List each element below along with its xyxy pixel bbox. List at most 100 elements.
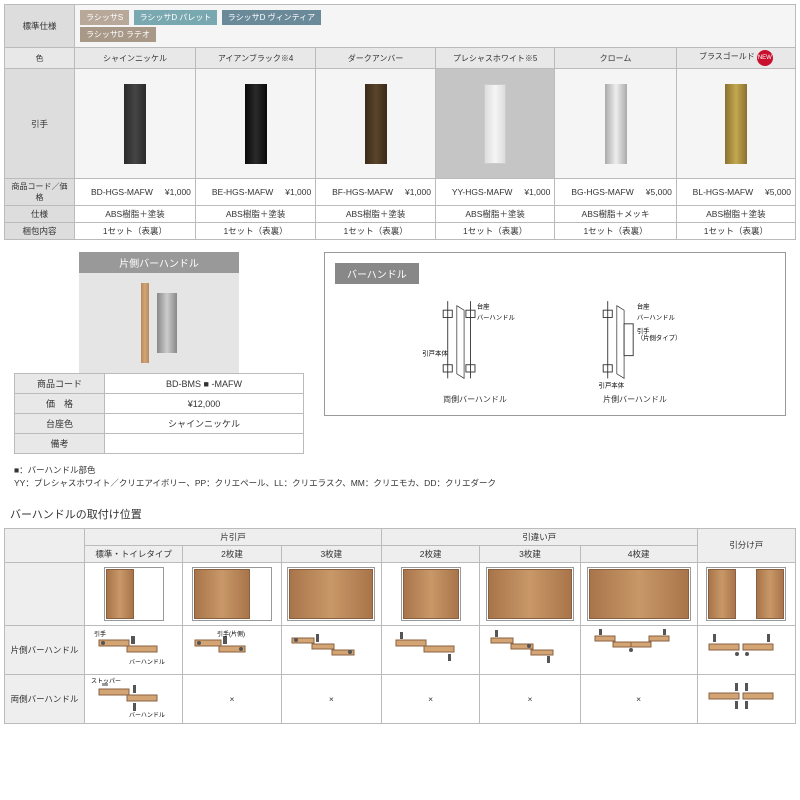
- door-thumb: [281, 562, 381, 625]
- svg-text:バーハンドル: バーハンドル: [637, 313, 676, 321]
- plate-icon: [157, 293, 177, 353]
- material: ABS樹脂＋塗装: [316, 206, 436, 223]
- bar-handle-diagram-box: バーハンドル 台座 バーハンドル 引戸本体 両側バーハンドル: [324, 252, 786, 416]
- wood-bar-icon: [141, 283, 149, 363]
- svg-text:（片側タイプ）: （片側タイプ）: [637, 333, 682, 342]
- handle-image-cell: [75, 69, 196, 179]
- package: 1セット（表裏）: [75, 223, 196, 240]
- code-price: YY-HGS-MAFW ¥1,000: [435, 179, 554, 206]
- svg-text:引手(片側): 引手(片側): [217, 630, 245, 638]
- material: ABS樹脂＋塗装: [195, 206, 315, 223]
- handle-diagram: [382, 625, 480, 674]
- diagram-label: 両側バーハンドル: [415, 394, 535, 405]
- svg-text:引戸本体: 引戸本体: [422, 349, 448, 358]
- row-label: 片側バーハンドル: [5, 625, 85, 674]
- svg-text:台座: 台座: [637, 301, 650, 310]
- door-thumb: [183, 562, 281, 625]
- color-name: ダークアンバー: [316, 48, 436, 69]
- color-name: プレシャスホワイト※5: [435, 48, 554, 69]
- mid-left-header: 片側バーハンドル: [79, 252, 239, 273]
- handle-diagram: 引手(片側): [183, 625, 281, 674]
- material: ABS樹脂＋メッキ: [555, 206, 676, 223]
- sub-col: 3枚建: [480, 545, 580, 562]
- handle-diagram: [281, 625, 381, 674]
- package: 1セット（表裏）: [435, 223, 554, 240]
- x-mark: ×: [480, 674, 580, 723]
- package: 1セット（表裏）: [676, 223, 795, 240]
- product-spec-table: 標準仕様 ラシッサS ラシッサD パレット ラシッサD ヴィンティア ラシッサD…: [4, 4, 796, 240]
- tag: ラシッサD ヴィンティア: [222, 10, 321, 25]
- sub-col: 4枚建: [580, 545, 697, 562]
- tag: ラシッサD パレット: [134, 10, 218, 25]
- svg-text:バーハンドル: バーハンドル: [477, 313, 516, 321]
- color-name: ブラスゴールドNEW: [676, 48, 795, 69]
- door-thumb: [382, 562, 480, 625]
- handle-diagram: [580, 625, 697, 674]
- handle-image-cell: [316, 69, 436, 179]
- group-header: 片引戸: [85, 528, 382, 545]
- handle-image-cell: [435, 69, 554, 179]
- row-header-code: 商品コード／価格: [5, 179, 75, 206]
- color-name: シャインニッケル: [75, 48, 196, 69]
- tag: ラシッサS: [80, 10, 129, 25]
- svg-text:台座: 台座: [477, 301, 490, 310]
- bottom-title: バーハンドルの取付け位置: [10, 506, 796, 522]
- code-price: BL-HGS-MAFW ¥5,000: [676, 179, 795, 206]
- package: 1セット（表裏）: [316, 223, 436, 240]
- sub-col: 標準・トイレタイプ: [85, 545, 183, 562]
- code-price: BF-HGS-MAFW ¥1,000: [316, 179, 436, 206]
- handle-image-cell: [676, 69, 795, 179]
- row-header-handle: 引手: [5, 69, 75, 179]
- svg-text:バーハンドル: バーハンドル: [129, 712, 165, 719]
- sub-col: 3枚建: [281, 545, 381, 562]
- code-price: BD-HGS-MAFW ¥1,000: [75, 179, 196, 206]
- color-name: クローム: [555, 48, 676, 69]
- handle-image-cell: [555, 69, 676, 179]
- group-header: 引違い戸: [382, 528, 698, 545]
- notes: ■：バーハンドル部色 YY：プレシャスホワイト／クリエアイボリー、PP：クリエペ…: [14, 464, 796, 490]
- x-mark: ×: [183, 674, 281, 723]
- diagram-label: 片側バーハンドル: [575, 394, 695, 405]
- row-header-spec: 標準仕様: [5, 5, 75, 48]
- handle-diagram: ストッパーバーハンドル: [85, 674, 183, 723]
- new-badge-icon: NEW: [757, 50, 773, 66]
- x-mark: ×: [382, 674, 480, 723]
- row-header-mat: 仕様: [5, 206, 75, 223]
- sub-col: 2枚建: [382, 545, 480, 562]
- svg-text:引手: 引手: [637, 326, 650, 335]
- tag: ラシッサD ラテオ: [80, 27, 156, 42]
- door-thumb: [480, 562, 580, 625]
- material: ABS樹脂＋塗装: [435, 206, 554, 223]
- diagram-both-sides: 台座 バーハンドル 引戸本体 両側バーハンドル: [415, 292, 535, 405]
- single-bar-handle-box: 片側バーハンドル 商品コードBD-BMS ■ -MAFW 価 格¥12,000 …: [14, 252, 304, 454]
- material: ABS樹脂＋塗装: [676, 206, 795, 223]
- row-header-pkg: 梱包内容: [5, 223, 75, 240]
- x-mark: ×: [580, 674, 697, 723]
- handle-diagram: [480, 625, 580, 674]
- svg-text:引戸本体: 引戸本体: [599, 380, 625, 389]
- package: 1セット（表裏）: [195, 223, 315, 240]
- svg-text:ストッパー: ストッパー: [91, 678, 121, 685]
- sub-col: 2枚建: [183, 545, 281, 562]
- handle-diagram: [697, 625, 795, 674]
- code-price: BG-HGS-MAFW ¥5,000: [555, 179, 676, 206]
- handle-diagram: [697, 674, 795, 723]
- door-thumb: [85, 562, 183, 625]
- door-thumb: [580, 562, 697, 625]
- row-label: 両側バーハンドル: [5, 674, 85, 723]
- door-thumb: [697, 562, 795, 625]
- material: ABS樹脂＋塗装: [75, 206, 196, 223]
- handle-diagram: 引手バーハンドル: [85, 625, 183, 674]
- svg-text:引手: 引手: [94, 630, 106, 638]
- bar-handle-info-table: 商品コードBD-BMS ■ -MAFW 価 格¥12,000 台座色シャインニッ…: [14, 373, 304, 454]
- package: 1セット（表裏）: [555, 223, 676, 240]
- group-header: 引分け戸: [697, 528, 795, 562]
- mounting-position-table: 片引戸 引違い戸 引分け戸 標準・トイレタイプ 2枚建 3枚建 2枚建 3枚建 …: [4, 528, 796, 724]
- row-header-color: 色: [5, 48, 75, 69]
- x-mark: ×: [281, 674, 381, 723]
- mid-right-header: バーハンドル: [335, 263, 419, 284]
- diagram-one-side: 台座 バーハンドル 引手 （片側タイプ） 引戸本体 片側バーハンドル: [575, 292, 695, 405]
- handle-image-cell: [195, 69, 315, 179]
- spec-tags-cell: ラシッサS ラシッサD パレット ラシッサD ヴィンティア ラシッサD ラテオ: [75, 5, 796, 48]
- bar-handle-image: [79, 273, 239, 373]
